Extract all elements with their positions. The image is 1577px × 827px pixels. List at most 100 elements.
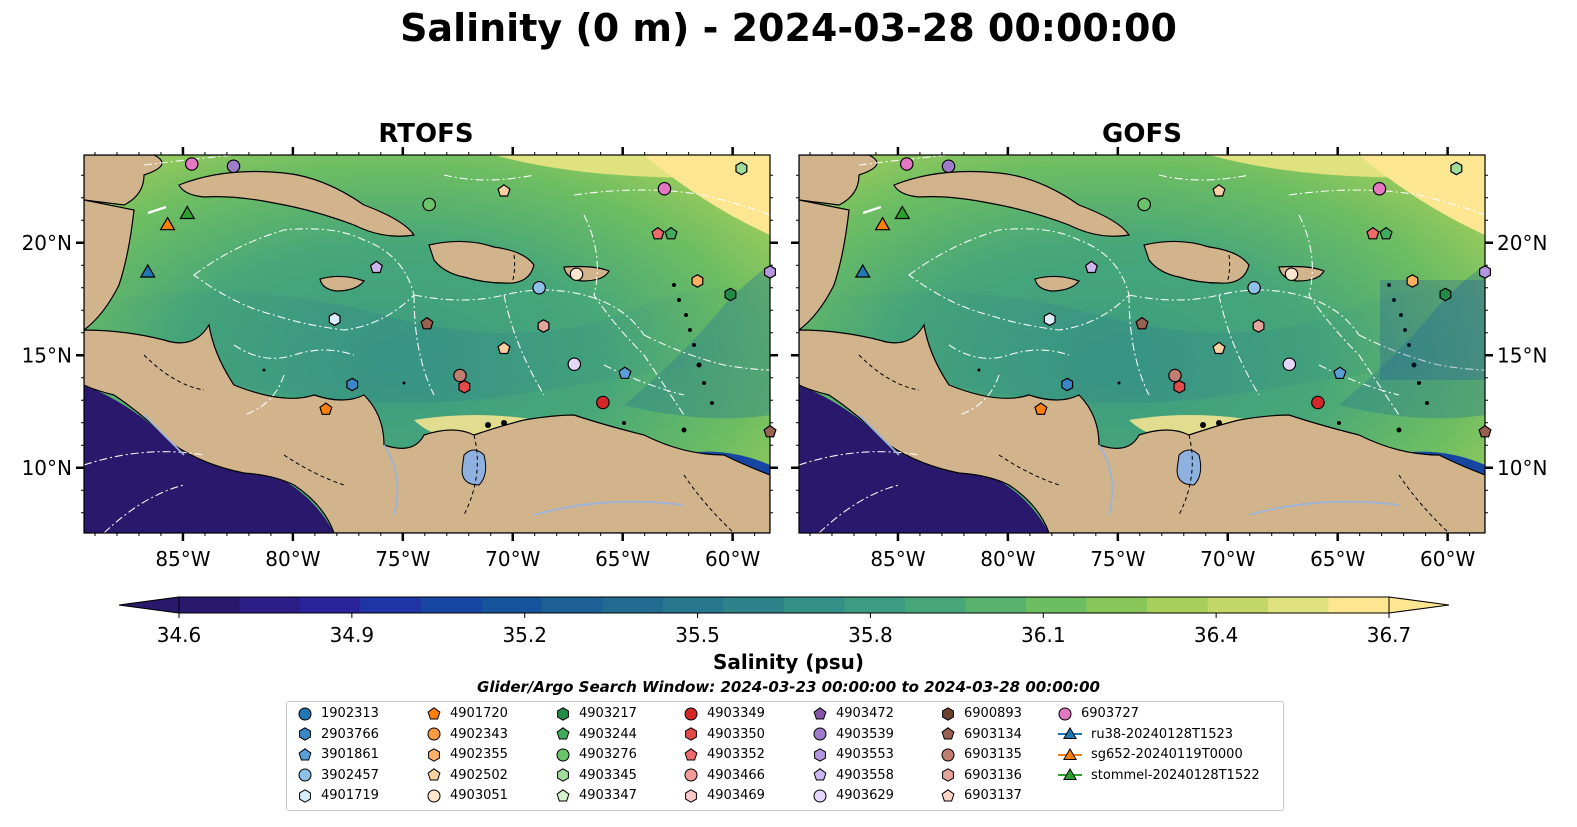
colorbar-tick-label: 36.1 bbox=[1021, 623, 1066, 647]
pentagon-marker-icon bbox=[427, 706, 441, 719]
argo-float-6903134 bbox=[763, 424, 777, 438]
argo-float-6903134 bbox=[420, 316, 434, 330]
legend-label: 4903345 bbox=[579, 767, 637, 783]
colorbar-tick-label: 35.8 bbox=[848, 623, 893, 647]
colorbar-segment bbox=[1086, 597, 1148, 613]
legend-label: 2903766 bbox=[321, 726, 379, 742]
colorbar-segment bbox=[723, 597, 785, 613]
hexagon-marker-icon bbox=[685, 788, 697, 803]
argo-float-6903134 bbox=[1135, 316, 1149, 330]
colorbar-segment bbox=[844, 597, 906, 613]
legend-label: 1902313 bbox=[321, 706, 379, 721]
legend-item: 3902457 bbox=[297, 766, 379, 786]
argo-float-4902502 bbox=[497, 184, 511, 197]
colorbar-extend-max bbox=[1388, 596, 1450, 614]
legend-item: 4902343 bbox=[426, 725, 508, 745]
legend-item: 4903352 bbox=[683, 745, 765, 765]
legend-item: 6903727 bbox=[1057, 704, 1139, 724]
colorbar-segment bbox=[360, 597, 422, 613]
argo-float-4903345 bbox=[1450, 161, 1463, 176]
argo-float-4901720 bbox=[319, 402, 333, 415]
legend-item: 4903347 bbox=[555, 786, 637, 806]
argo-float-4903558 bbox=[1084, 260, 1099, 274]
circle-marker-icon bbox=[941, 748, 955, 761]
legend-label: 6903136 bbox=[964, 767, 1022, 783]
panel-title-gofs: GOFS bbox=[1102, 119, 1182, 149]
colorbar-segment bbox=[179, 597, 241, 613]
argo-float-6903134 bbox=[1478, 424, 1492, 438]
argo-float-4901719 bbox=[328, 312, 341, 327]
legend-label: sg652-20240119T0000 bbox=[1091, 747, 1243, 762]
map-frame bbox=[798, 154, 1486, 534]
legend-label: 6903137 bbox=[964, 788, 1022, 803]
legend-item: stommel-20240128T1522 bbox=[1057, 766, 1260, 786]
legend-item: 4901720 bbox=[426, 704, 508, 724]
hexagon-marker-icon bbox=[299, 788, 311, 803]
colorbar-label: Salinity (psu) bbox=[712, 650, 864, 674]
legend-item: 4903345 bbox=[555, 766, 637, 786]
legend-label: 4903466 bbox=[707, 767, 765, 783]
glider-ru38-20240128T1523 bbox=[854, 263, 871, 278]
colorbar-segment bbox=[239, 597, 301, 613]
glider-ru38-20240128T1523 bbox=[139, 263, 156, 278]
legend-item: 4903469 bbox=[683, 786, 765, 806]
argo-float-4903276 bbox=[422, 197, 436, 212]
argo-float-4903352 bbox=[651, 226, 665, 240]
colorbar-frame bbox=[178, 596, 1390, 614]
argo-float-4903345 bbox=[735, 161, 748, 176]
legend-label: 4903629 bbox=[836, 788, 894, 803]
legend-label: 3901861 bbox=[321, 747, 379, 762]
legend-label: 4903349 bbox=[707, 706, 765, 721]
circle-marker-icon bbox=[813, 789, 827, 802]
legend-label: 4903217 bbox=[579, 706, 637, 721]
hexagon-marker-icon bbox=[942, 706, 954, 721]
argo-float-4901719 bbox=[1043, 312, 1056, 327]
lon-tick-label: 75°W bbox=[1090, 547, 1145, 571]
lon-tick-label: 65°W bbox=[1310, 547, 1365, 571]
colorbar-extend-min bbox=[118, 596, 180, 614]
colorbar-tick-label: 36.4 bbox=[1194, 623, 1239, 647]
hexagon-marker-icon bbox=[942, 768, 954, 782]
pentagon-marker-icon bbox=[556, 788, 570, 801]
legend-item: 4903276 bbox=[555, 745, 637, 765]
argo-float-6903727 bbox=[184, 157, 199, 171]
circle-marker-icon bbox=[298, 707, 312, 720]
legend-item: 6903135 bbox=[940, 745, 1022, 765]
argo-float-4902502 bbox=[1212, 184, 1226, 197]
legend-item: ru38-20240128T1523 bbox=[1057, 725, 1233, 745]
hexagon-marker-icon bbox=[557, 768, 569, 782]
colorbar-tick-label: 35.5 bbox=[675, 623, 720, 647]
legend-item: 4902502 bbox=[426, 766, 508, 786]
argo-float-4902502 bbox=[1212, 341, 1226, 355]
circle-marker-icon bbox=[427, 789, 441, 802]
lon-tick-label: 70°W bbox=[1200, 547, 1255, 571]
argo-float-4903558 bbox=[369, 260, 384, 274]
colorbar-segment bbox=[421, 597, 483, 613]
argo-float-6903135 bbox=[453, 368, 467, 383]
argo-float-4903349 bbox=[596, 395, 610, 410]
lon-tick-label: 70°W bbox=[485, 547, 540, 571]
lat-tick-label: 15°N bbox=[22, 343, 72, 367]
argo-float-6903136 bbox=[537, 319, 550, 333]
legend-label: 4903352 bbox=[707, 747, 765, 762]
legend-item: 4903629 bbox=[812, 786, 894, 806]
legend-label: 3902457 bbox=[321, 767, 379, 783]
search-window-text: Glider/Argo Search Window: 2024-03-23 00… bbox=[477, 678, 1100, 696]
circle-marker-icon bbox=[427, 727, 441, 741]
glider-sg652-20240119T0000 bbox=[159, 216, 176, 231]
argo-float-4903350 bbox=[458, 379, 471, 394]
colorbar-segment bbox=[663, 597, 725, 613]
pentagon-marker-icon bbox=[684, 747, 698, 760]
lat-tick-label: 10°N bbox=[1497, 456, 1547, 480]
legend-item: 6900893 bbox=[940, 704, 1022, 724]
pentagon-marker-icon bbox=[813, 768, 827, 781]
legend-label: 4901720 bbox=[450, 706, 508, 721]
pentagon-marker-icon bbox=[427, 768, 441, 781]
legend-label: 4902355 bbox=[450, 747, 508, 762]
hexagon-marker-icon bbox=[685, 727, 697, 741]
colorbar-segment bbox=[905, 597, 967, 613]
colorbar-segment bbox=[965, 597, 1027, 613]
circle-marker-icon bbox=[684, 707, 698, 720]
argo-float-6903727 bbox=[1372, 181, 1387, 196]
